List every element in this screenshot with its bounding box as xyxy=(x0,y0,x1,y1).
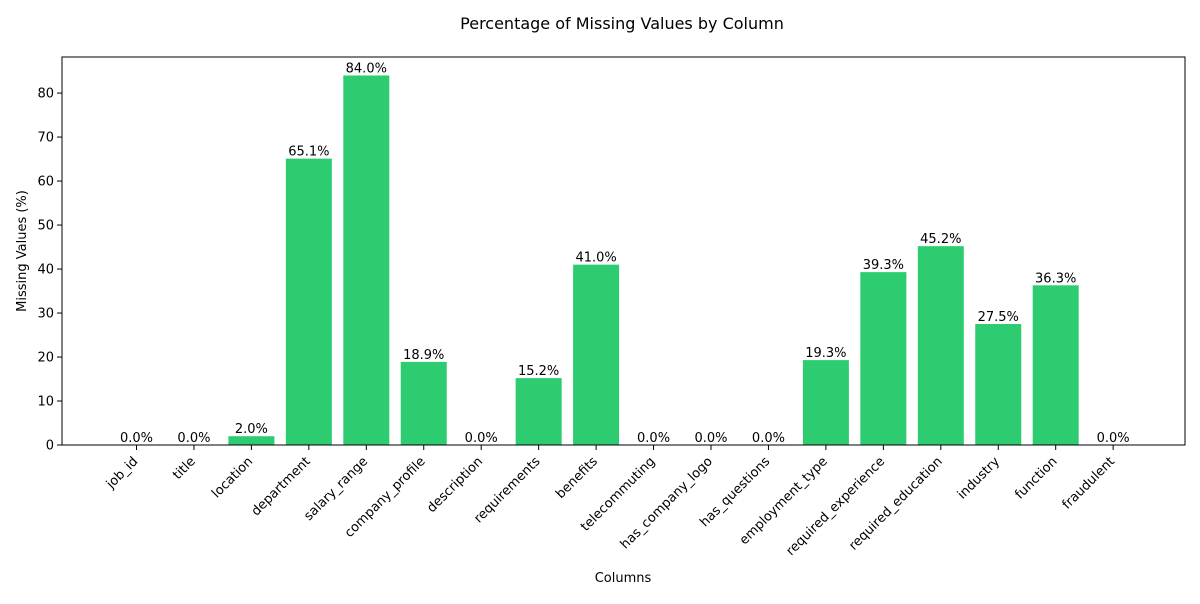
x-tick-label-required_education: required_education xyxy=(846,454,945,553)
x-axis-label: Columns xyxy=(595,571,652,586)
data-label-telecommuting: 0.0% xyxy=(637,431,670,446)
data-label-department: 65.1% xyxy=(288,145,329,160)
y-tick-label-10: 10 xyxy=(37,395,54,410)
x-tick-label-location: location xyxy=(209,454,256,501)
data-label-fraudulent: 0.0% xyxy=(1097,431,1130,446)
bar-required_experience xyxy=(860,272,907,445)
data-label-description: 0.0% xyxy=(465,431,498,446)
x-axis: job_id title locationdepartmentsalary_rang… xyxy=(103,445,1118,559)
x-tick-label-fraudulent: fraudulent xyxy=(1060,454,1118,512)
y-tick-label-80: 80 xyxy=(37,87,54,102)
bar-requirements xyxy=(515,378,562,445)
bar-function xyxy=(1032,285,1079,445)
chart-title: Percentage of Missing Values by Column xyxy=(460,14,784,33)
data-label-requirements: 15.2% xyxy=(518,364,559,379)
data-label-required_experience: 39.3% xyxy=(863,258,904,273)
x-tick-label-function: function xyxy=(1012,454,1060,502)
x-tick-label-description: description xyxy=(424,454,486,516)
data-label-location: 2.0% xyxy=(235,422,268,437)
bar-salary_range xyxy=(343,75,390,445)
bars-layer xyxy=(228,75,1079,445)
data-label-function: 36.3% xyxy=(1035,271,1076,286)
y-tick-label-60: 60 xyxy=(37,175,54,190)
data-label-job_id: 0.0% xyxy=(120,431,153,446)
data-label-benefits: 41.0% xyxy=(575,251,616,266)
y-tick-label-0: 0 xyxy=(46,439,54,454)
data-label-has_questions: 0.0% xyxy=(752,431,785,446)
data-label-required_education: 45.2% xyxy=(920,232,961,247)
bar-department xyxy=(285,158,332,445)
data-labels-layer: 0.0% 0.0% 2.0% 65.1% 84.0% 18.9% 0.0% 15.2% 41.0… xyxy=(120,61,1130,446)
y-tick-label-40: 40 xyxy=(37,263,54,278)
x-tick-label-required_experience: required_experience xyxy=(784,454,889,559)
data-label-company_profile: 18.9% xyxy=(403,348,444,363)
x-tick-label-benefits: benefits xyxy=(553,454,601,502)
bar-benefits xyxy=(573,264,620,445)
data-label-title: 0.0% xyxy=(177,431,210,446)
y-tick-label-30: 30 xyxy=(37,307,54,322)
bar-industry xyxy=(975,324,1022,445)
data-label-industry: 27.5% xyxy=(978,310,1019,325)
y-tick-label-70: 70 xyxy=(37,131,54,146)
x-tick-label-title: title xyxy=(170,454,199,483)
bar-employment_type xyxy=(802,360,849,445)
y-axis: 0 10 20 30 40 50 60 70 80 xyxy=(37,87,62,454)
bar-required_education xyxy=(917,246,964,445)
data-label-employment_type: 19.3% xyxy=(805,346,846,361)
data-label-salary_range: 84.0% xyxy=(346,61,387,76)
x-tick-label-job_id: job_id xyxy=(103,454,141,492)
x-tick-label-industry: industry xyxy=(955,454,1003,502)
y-tick-label-20: 20 xyxy=(37,351,54,366)
plot-frame xyxy=(61,56,1186,446)
data-label-has_company_logo: 0.0% xyxy=(694,431,727,446)
y-tick-label-50: 50 xyxy=(37,219,54,234)
bar-company_profile xyxy=(400,361,447,445)
y-axis-label: Missing Values (%) xyxy=(15,190,30,312)
bar-location xyxy=(228,436,275,445)
